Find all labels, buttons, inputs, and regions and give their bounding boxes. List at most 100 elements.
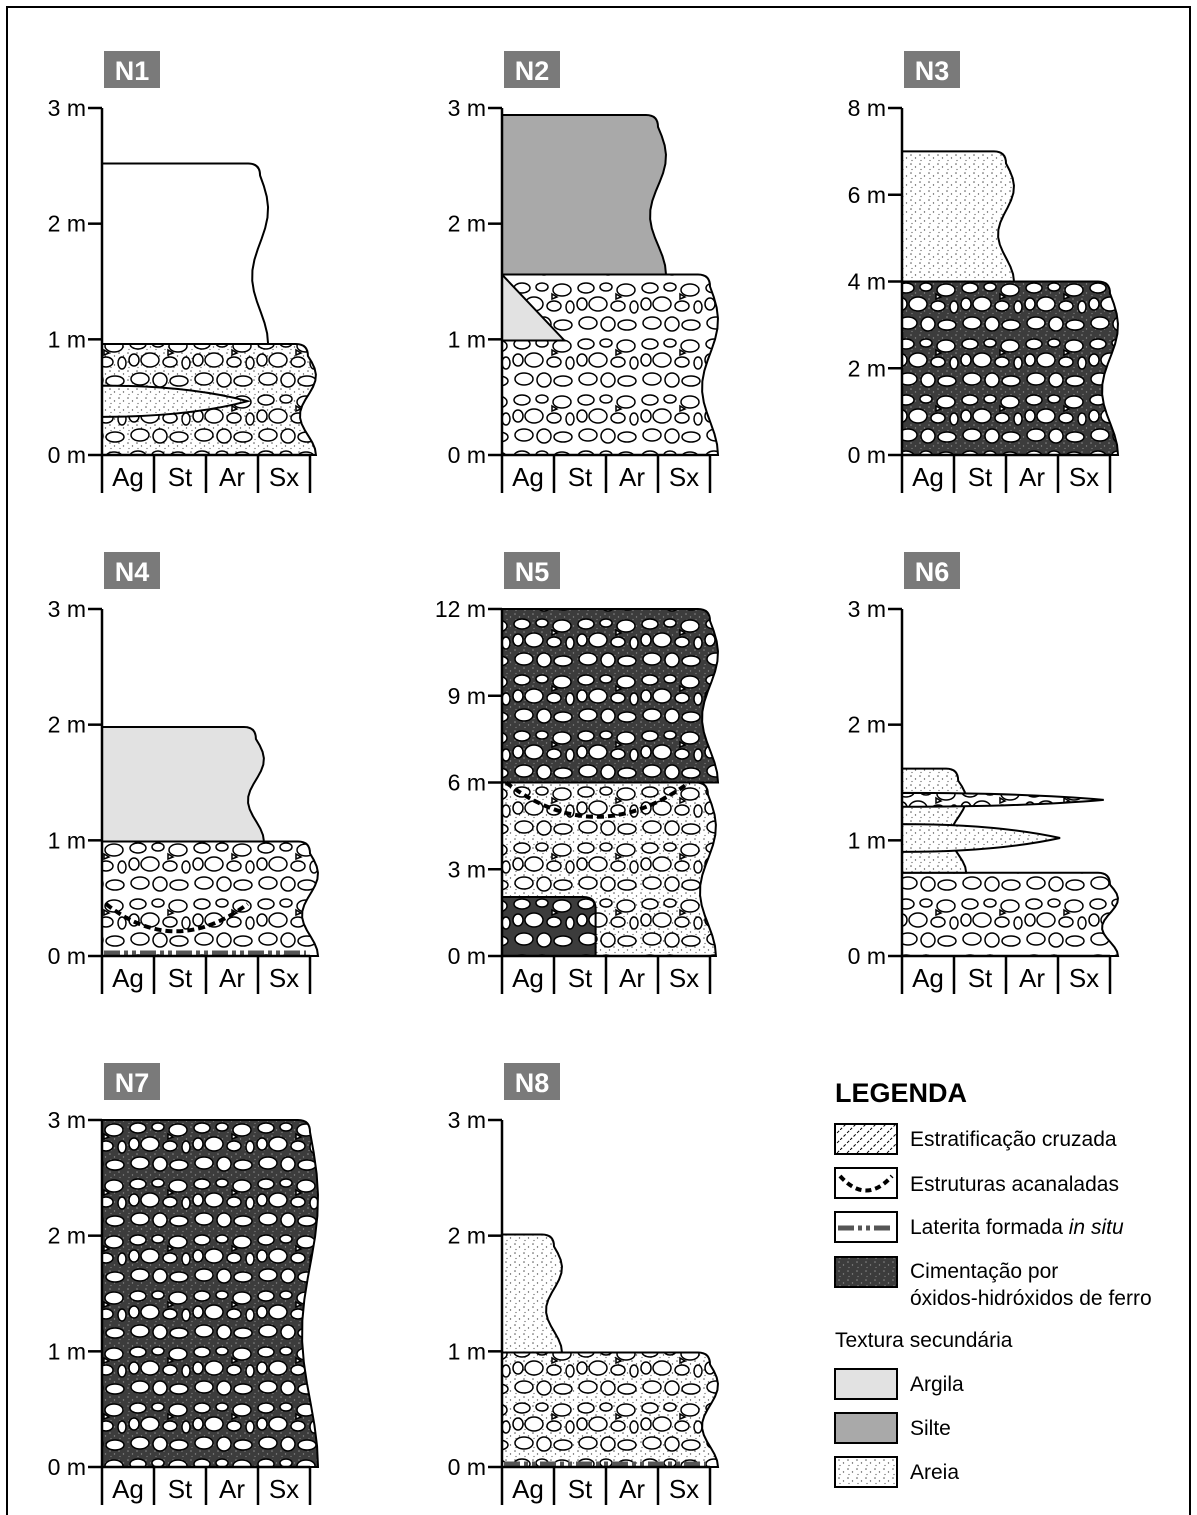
tick-label: 3 m (448, 856, 486, 882)
grain-class: St (568, 963, 593, 993)
tick-label: 0 m (448, 442, 486, 468)
section: N63 m2 m1 m0 mAgStArSx (848, 552, 1118, 994)
layer (102, 1120, 318, 1467)
tick-label: 4 m (848, 269, 886, 295)
section: N1 3 m 2 m 1 m 0 m Ag St Ar Sx (48, 51, 316, 493)
tick-label: 2 m (48, 211, 86, 237)
grain-class: Ar (1019, 462, 1045, 492)
legend-label: Laterita formada in situ (910, 1216, 1124, 1239)
grain-class: Ag (112, 1474, 144, 1504)
legend-subtitle: Textura secundária (835, 1329, 1013, 1352)
layer (902, 151, 1014, 281)
grain-class: Ar (619, 963, 645, 993)
legend-label: Estruturas acanaladas (910, 1173, 1119, 1196)
legend-label: Areia (910, 1461, 959, 1484)
section-label: N6 (915, 557, 950, 587)
layer (902, 282, 1118, 456)
legend-label: Silte (910, 1417, 951, 1440)
grain-class: Sx (269, 462, 299, 492)
tick-label: 3 m (448, 95, 486, 121)
tick-label: 9 m (448, 683, 486, 709)
layer (502, 275, 718, 455)
grain-class: Ar (619, 462, 645, 492)
legend-title: LEGENDA (835, 1078, 967, 1108)
legend-emphasis: in situ (1069, 1216, 1124, 1239)
grain-class: Ag (512, 1474, 544, 1504)
tick-label: 3 m (448, 1107, 486, 1133)
tick-label: 12 m (435, 596, 486, 622)
tick-label: 6 m (848, 182, 886, 208)
grain-class: Sx (1069, 963, 1099, 993)
grain-class: St (168, 462, 193, 492)
grain-class: St (968, 963, 993, 993)
legend-text: Laterita formada (910, 1216, 1063, 1239)
tick-label: 2 m (48, 1223, 86, 1249)
tick-label: 3 m (48, 1107, 86, 1133)
section-label: N8 (515, 1068, 550, 1098)
tick-label: 2 m (448, 1223, 486, 1249)
grain-class: Sx (269, 963, 299, 993)
legend-swatch (835, 1457, 897, 1487)
grain-class: Sx (669, 1474, 699, 1504)
grain-class: Sx (669, 963, 699, 993)
figure: N1 3 m 2 m 1 m 0 m Ag St Ar Sx N2 3 m 2 m 1 m 0 m Ag St… (0, 0, 1197, 1515)
layer (902, 824, 1060, 852)
section-label: N5 (515, 557, 550, 587)
section-label: N3 (915, 56, 950, 86)
grain-class: Sx (269, 1474, 299, 1504)
legend-label: Argila (910, 1373, 964, 1396)
layer (502, 1352, 718, 1467)
section-label: N2 (515, 56, 550, 86)
tick-label: 0 m (848, 943, 886, 969)
tick-label: 0 m (448, 1454, 486, 1480)
grain-class: Ar (219, 462, 245, 492)
layer (502, 609, 718, 783)
legend-swatch (835, 1413, 897, 1443)
grain-class: St (968, 462, 993, 492)
grain-class: St (168, 1474, 193, 1504)
layer (502, 1235, 562, 1353)
tick-label: 0 m (848, 442, 886, 468)
grain-class: Ar (219, 963, 245, 993)
tick-label: 1 m (448, 1338, 486, 1364)
tick-label: 2 m (48, 712, 86, 738)
layer (502, 115, 666, 275)
grain-class: Ag (912, 963, 944, 993)
tick-label: 1 m (48, 827, 86, 853)
grain-class: Ar (1019, 963, 1045, 993)
tick-label: 3 m (848, 596, 886, 622)
grain-class: St (168, 963, 193, 993)
section: N73 m2 m1 m0 mAgStArSx (48, 1063, 318, 1505)
layer (102, 727, 264, 842)
tick-label: 3 m (48, 95, 86, 121)
section: N2 3 m 2 m 1 m 0 m Ag St Ar Sx (448, 51, 718, 493)
tick-label: 8 m (848, 95, 886, 121)
tick-label: 0 m (48, 442, 86, 468)
grain-class: Sx (669, 462, 699, 492)
grain-class: St (568, 462, 593, 492)
section-label: N1 (115, 56, 150, 86)
grain-class: Ar (219, 1474, 245, 1504)
section-label: N7 (115, 1068, 150, 1098)
tick-label: 2 m (848, 355, 886, 381)
tick-label: 1 m (448, 326, 486, 352)
tick-label: 0 m (448, 943, 486, 969)
tick-label: 0 m (48, 943, 86, 969)
grain-class: Ag (112, 963, 144, 993)
layer (102, 164, 268, 344)
grain-class: Ag (512, 462, 544, 492)
grain-class: Ag (112, 462, 144, 492)
tick-label: 2 m (448, 211, 486, 237)
legend-swatch (835, 1124, 897, 1154)
section-label: N4 (115, 557, 150, 587)
grain-class: Ag (512, 963, 544, 993)
tick-label: 1 m (48, 326, 86, 352)
layer (902, 873, 1118, 956)
layer (102, 841, 318, 956)
legend-label: Cimentação por (910, 1260, 1058, 1283)
tick-label: 2 m (848, 712, 886, 738)
